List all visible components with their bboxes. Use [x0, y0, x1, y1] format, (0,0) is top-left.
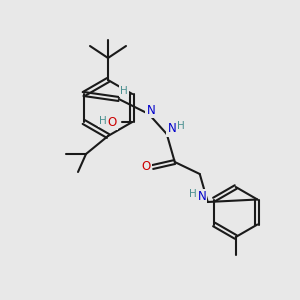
Text: N: N	[167, 122, 176, 136]
Text: O: O	[108, 116, 117, 128]
Text: N: N	[146, 103, 155, 116]
Text: N: N	[197, 190, 206, 203]
Text: H: H	[120, 86, 127, 96]
Text: O: O	[141, 160, 150, 173]
Text: H: H	[189, 189, 196, 199]
Text: H: H	[99, 116, 107, 126]
Text: H: H	[177, 121, 184, 131]
